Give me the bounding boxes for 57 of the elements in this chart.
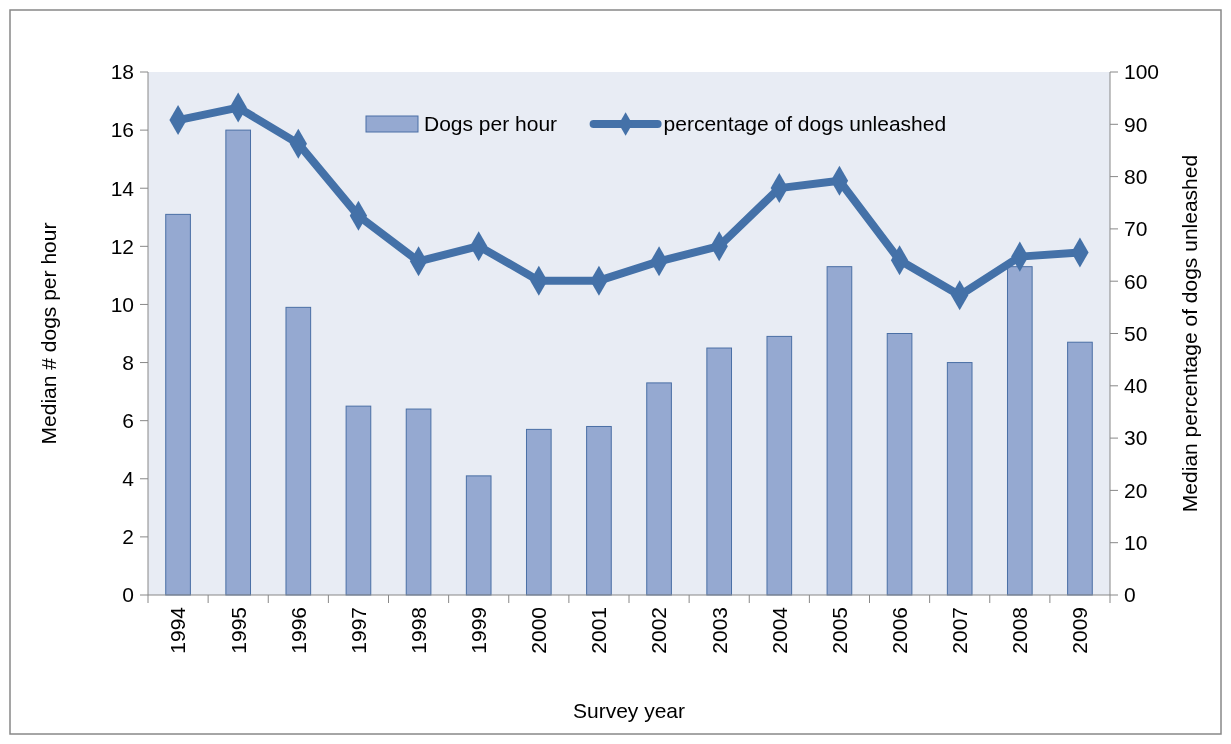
x-tick-label: 1998 <box>406 607 430 654</box>
y2-tick-label: 0 <box>1124 583 1136 607</box>
y-tick-label: 14 <box>110 176 135 200</box>
bar <box>946 362 973 596</box>
y2-tick-label: 50 <box>1124 321 1148 345</box>
bar <box>345 405 372 596</box>
x-tick-label: 2007 <box>948 607 972 654</box>
bar <box>525 428 552 596</box>
y2-tick-label: 30 <box>1124 426 1148 450</box>
bar <box>225 129 252 596</box>
bar <box>646 382 672 596</box>
legend-label: percentage of dogs unleashed <box>663 112 947 136</box>
y2-tick-label: 90 <box>1124 112 1148 136</box>
legend-label: Dogs per hour <box>424 112 558 136</box>
x-tick-label: 2008 <box>1008 607 1032 654</box>
y2-tick-label: 80 <box>1124 164 1148 188</box>
y2-tick-label: 10 <box>1124 531 1148 555</box>
bar <box>285 306 312 596</box>
y-tick-label: 6 <box>122 409 134 433</box>
x-tick-label: 2009 <box>1068 607 1092 654</box>
bar <box>165 213 191 596</box>
y2-tick-label: 100 <box>1124 60 1160 84</box>
bar <box>706 347 733 596</box>
y-tick-label: 0 <box>122 583 134 607</box>
bar <box>586 425 612 596</box>
y2-tick-label: 20 <box>1124 478 1148 502</box>
y-tick-label: 16 <box>110 118 134 142</box>
x-tick-label: 2004 <box>767 606 791 654</box>
y-tick-label: 18 <box>110 60 134 84</box>
y-tick-label: 2 <box>122 525 134 549</box>
x-tick-label: 2006 <box>887 607 911 654</box>
x-axis-title: Survey year <box>572 699 686 722</box>
x-tick-label: 2005 <box>827 607 851 654</box>
y-axis-title: Median # dogs per hour <box>37 222 60 445</box>
bar <box>886 333 913 596</box>
y2-axis-title: Median percentage of dogs unleashed <box>1178 154 1202 513</box>
bar <box>826 266 853 596</box>
y2-tick-label: 40 <box>1124 374 1148 398</box>
y-tick-label: 8 <box>122 350 134 374</box>
bar <box>405 408 432 596</box>
y-tick-label: 12 <box>110 234 134 258</box>
y2-tick-label: 70 <box>1124 217 1148 241</box>
x-tick-label: 2003 <box>707 607 731 654</box>
bar <box>1067 341 1093 596</box>
x-tick-label: 2001 <box>587 607 611 654</box>
x-tick-label: 1995 <box>226 607 250 654</box>
y2-tick-label: 60 <box>1124 269 1148 293</box>
x-tick-label: 2000 <box>527 607 551 654</box>
x-tick-label: 1996 <box>286 607 310 654</box>
y-tick-label: 4 <box>122 467 135 491</box>
y-tick-label: 10 <box>110 292 134 316</box>
bar <box>766 335 793 596</box>
x-tick-label: 1994 <box>166 606 190 654</box>
x-tick-label: 2002 <box>647 607 671 654</box>
bar <box>465 475 492 596</box>
x-tick-label: 1997 <box>346 607 370 654</box>
x-tick-label: 1999 <box>467 607 491 654</box>
